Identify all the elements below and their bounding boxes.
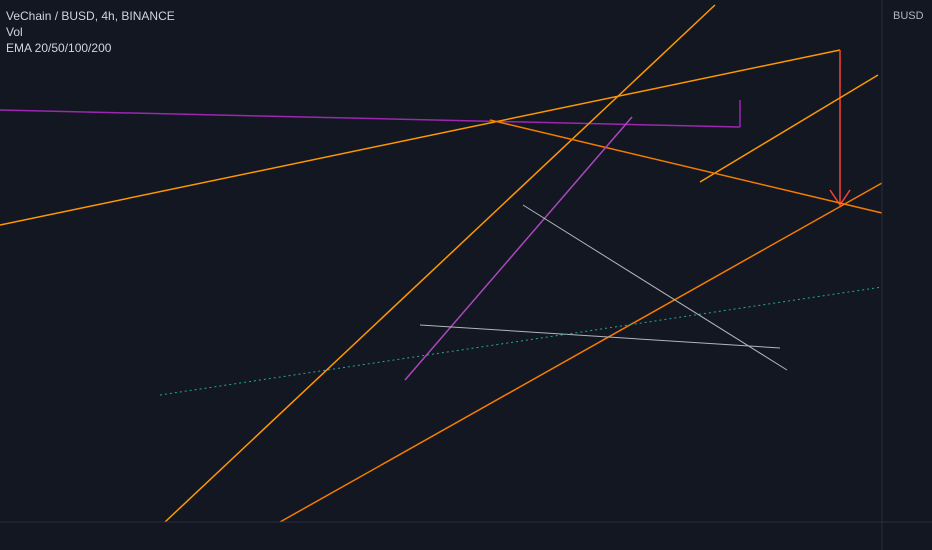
trend-line [0,49,841,226]
drawings [0,4,883,523]
arrow-head [829,189,851,207]
indicator-label: EMA 20/50/100/200 [6,41,112,55]
currency-label[interactable]: BUSD [893,10,924,22]
trend-line [419,324,781,349]
time-axis [0,522,932,550]
trend-line [279,182,883,523]
trend-line [699,74,879,183]
trend-line [164,4,716,523]
indicator-label: Vol [6,25,23,39]
price-axis [882,0,932,550]
symbol-title: VeChain / BUSD, 4h, BINANCE [6,9,175,23]
trend-line [489,119,883,214]
dotted-line [159,286,883,396]
trend-line [522,204,788,371]
trend-line [404,116,633,381]
trend-line [0,109,741,128]
